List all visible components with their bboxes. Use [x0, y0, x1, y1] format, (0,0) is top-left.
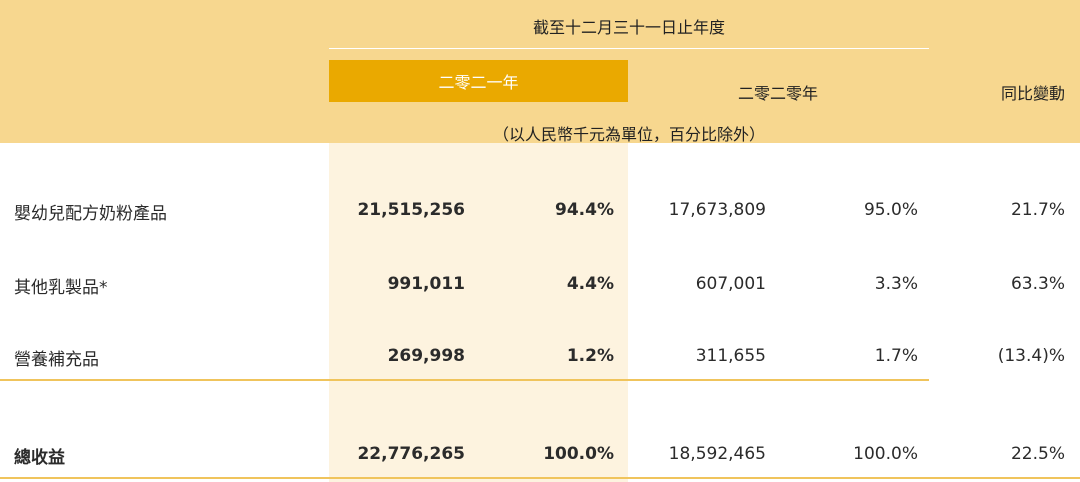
yoy-change: 21.7%	[1010, 200, 1065, 220]
revenue-2020: 17,673,809	[668, 200, 766, 220]
revenue-2021: 21,515,256	[357, 200, 465, 220]
share-2020: 1.7%	[874, 346, 918, 366]
unit-note: （以人民幣千元為單位，百分比除外）	[492, 125, 765, 144]
revenue-2021: 269,998	[387, 346, 465, 366]
row-label: 營養補充品	[14, 350, 99, 370]
subtotal-rule	[0, 379, 929, 381]
share-2021: 4.4%	[566, 274, 614, 294]
total-revenue-2021: 22,776,265	[357, 444, 465, 464]
revenue-2020: 311,655	[695, 346, 766, 366]
yoy-change: 63.3%	[1010, 274, 1065, 294]
yoy-change-header: 同比變動	[1000, 84, 1065, 103]
total-label: 總收益	[14, 448, 65, 468]
year-2020-header: 二零二零年	[737, 84, 818, 103]
share-2020: 3.3%	[874, 274, 918, 294]
total-share-2021: 100.0%	[543, 444, 614, 464]
period-divider	[329, 48, 929, 49]
share-2020: 95.0%	[863, 200, 918, 220]
revenue-2020: 607,001	[695, 274, 766, 294]
period-title: 截至十二月三十一日止年度	[532, 18, 725, 37]
total-yoy-change: 22.5%	[1010, 444, 1065, 464]
total-revenue-2020: 18,592,465	[668, 444, 766, 464]
share-2021: 94.4%	[555, 200, 614, 220]
yoy-change: (13.4)%	[997, 346, 1065, 366]
year-2021-header: 二零二一年	[329, 60, 628, 102]
total-rule	[0, 477, 1080, 479]
highlight-column-2021	[329, 143, 628, 482]
share-2021: 1.2%	[566, 346, 614, 366]
row-label: 其他乳製品*	[14, 278, 108, 298]
revenue-2021: 991,011	[387, 274, 465, 294]
total-share-2020: 100.0%	[853, 444, 918, 464]
row-label: 嬰幼兒配方奶粉產品	[14, 204, 167, 224]
